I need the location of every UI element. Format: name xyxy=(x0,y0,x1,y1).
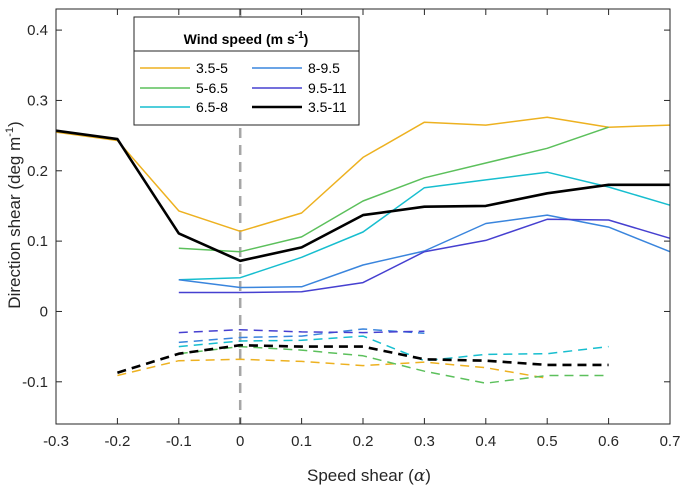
x-axis-label: Speed shear (α) xyxy=(307,466,431,486)
series-line-0 xyxy=(55,116,671,233)
x-tick-label: 0.6 xyxy=(598,433,619,450)
legend-label: 9.5-11 xyxy=(308,80,347,96)
dashed-series-line-2 xyxy=(178,335,609,362)
y-axis-label: Direction shear (deg m-1) xyxy=(4,121,24,308)
axes: -0.3 -0.2 -0.1 0 0.1 0.2 0.3 0.4 0.5 0.6 0.7 -0.1 0 0… xyxy=(22,8,681,450)
legend-entries: 3.5-5 5-6.5 6.5-8 8-9.5 9.5-11 3.5-11 xyxy=(140,60,347,115)
series-lines xyxy=(55,116,671,384)
x-tick-label: 0.7 xyxy=(660,433,681,450)
series-line-2 xyxy=(178,171,671,281)
y-tick-label: 0.4 xyxy=(27,22,48,39)
x-tick-label: 0.3 xyxy=(414,433,435,450)
y-tick-label: 0.1 xyxy=(27,233,48,250)
y-tick-label: -0.1 xyxy=(22,374,48,391)
legend-label: 8-9.5 xyxy=(308,60,340,76)
legend-title: Wind speed (m s-1) xyxy=(184,30,309,47)
legend: Wind speed (m s-1) 3.5-5 5-6.5 6.5-8 8-9.5 9… xyxy=(133,16,360,126)
x-tick-label: 0.2 xyxy=(353,433,374,450)
x-tick-label: 0.4 xyxy=(475,433,496,450)
x-tick-label: -0.3 xyxy=(43,433,69,450)
y-tick-label: 0.3 xyxy=(27,92,48,109)
dashed-series-line-1 xyxy=(178,345,609,384)
x-tick-label: -0.2 xyxy=(104,433,130,450)
dashed-series-line-4 xyxy=(178,328,425,334)
y-tick-label: 0.2 xyxy=(27,163,48,180)
series-line-4 xyxy=(178,218,671,294)
x-tick-label: 0.1 xyxy=(291,433,312,450)
x-tick-label: -0.1 xyxy=(166,433,192,450)
series-line-5 xyxy=(55,129,670,263)
legend-label: 5-6.5 xyxy=(196,80,228,96)
legend-label: 3.5-5 xyxy=(196,60,228,76)
dashed-series-line-0 xyxy=(117,358,548,380)
y-tick-label: 0 xyxy=(40,303,48,320)
x-tick-label: 0 xyxy=(236,433,244,450)
legend-label: 6.5-8 xyxy=(196,99,228,115)
series-line-1 xyxy=(178,126,609,253)
dashed-series-line-3 xyxy=(178,328,425,344)
x-tick-label: 0.5 xyxy=(537,433,558,450)
legend-label: 3.5-11 xyxy=(308,99,347,115)
